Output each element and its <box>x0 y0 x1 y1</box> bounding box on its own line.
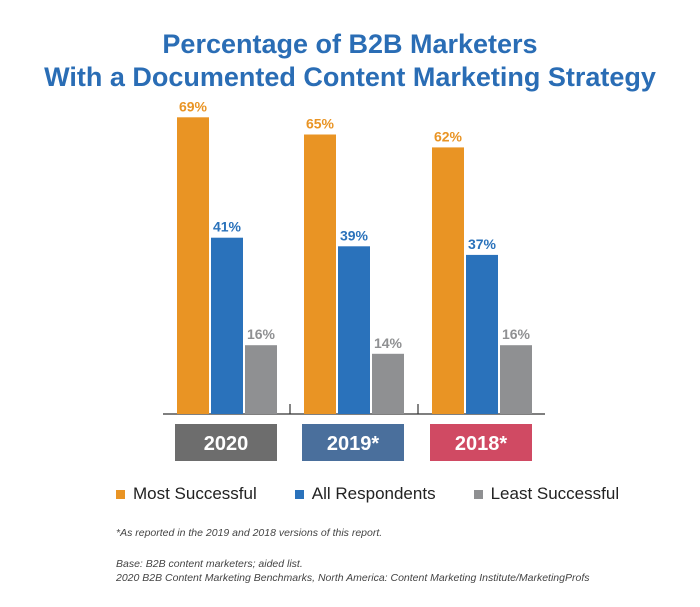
data-label: 69% <box>179 98 208 114</box>
bar <box>432 147 464 414</box>
data-label: 39% <box>340 227 369 243</box>
footnote: *As reported in the 2019 and 2018 versio… <box>116 527 383 539</box>
bar <box>211 237 243 414</box>
legend-label: Most Successful <box>133 484 257 503</box>
bar <box>372 353 404 414</box>
bar <box>177 117 209 415</box>
bar <box>304 134 336 414</box>
category-label-box <box>175 424 277 461</box>
legend-label: Least Successful <box>490 484 620 503</box>
chart-subtitle: With a Documented Content Marketing Stra… <box>44 62 656 92</box>
base-note: Base: B2B content marketers; aided list. <box>116 558 303 570</box>
legend: Most Successful All Respondents Least Succ… <box>116 484 619 504</box>
category-label: 2018* <box>455 433 507 455</box>
category-label-box <box>302 424 404 461</box>
chart-title: Percentage of B2B Marketers <box>162 29 538 59</box>
data-label: 16% <box>502 326 531 342</box>
category-label: 2019* <box>327 433 379 455</box>
legend-swatch <box>294 489 304 499</box>
data-label: 65% <box>306 116 335 132</box>
legend-swatch <box>473 489 483 499</box>
data-label: 37% <box>468 236 497 252</box>
data-label: 41% <box>213 219 242 235</box>
category-label-box <box>430 424 532 461</box>
legend-label: All Respondents <box>311 484 436 503</box>
bar <box>500 345 532 414</box>
bar <box>245 345 277 414</box>
legend-item: Most Successful <box>116 484 257 504</box>
data-label: 14% <box>374 335 403 351</box>
bar <box>466 254 498 414</box>
bar <box>338 246 370 414</box>
legend-item: Least Successful <box>473 484 620 504</box>
bar-chart: 69% 41% 16% 2020 65% 39% 14% 2019* 62% 37% 16% 2018… <box>163 98 545 461</box>
data-label: 16% <box>247 326 276 342</box>
legend-swatch <box>116 489 125 499</box>
legend-item: All Respondents <box>294 484 436 504</box>
data-label: 62% <box>434 128 463 144</box>
source-note: 2020 B2B Content Marketing Benchmarks, N… <box>116 572 590 584</box>
category-label: 2020 <box>204 433 249 455</box>
